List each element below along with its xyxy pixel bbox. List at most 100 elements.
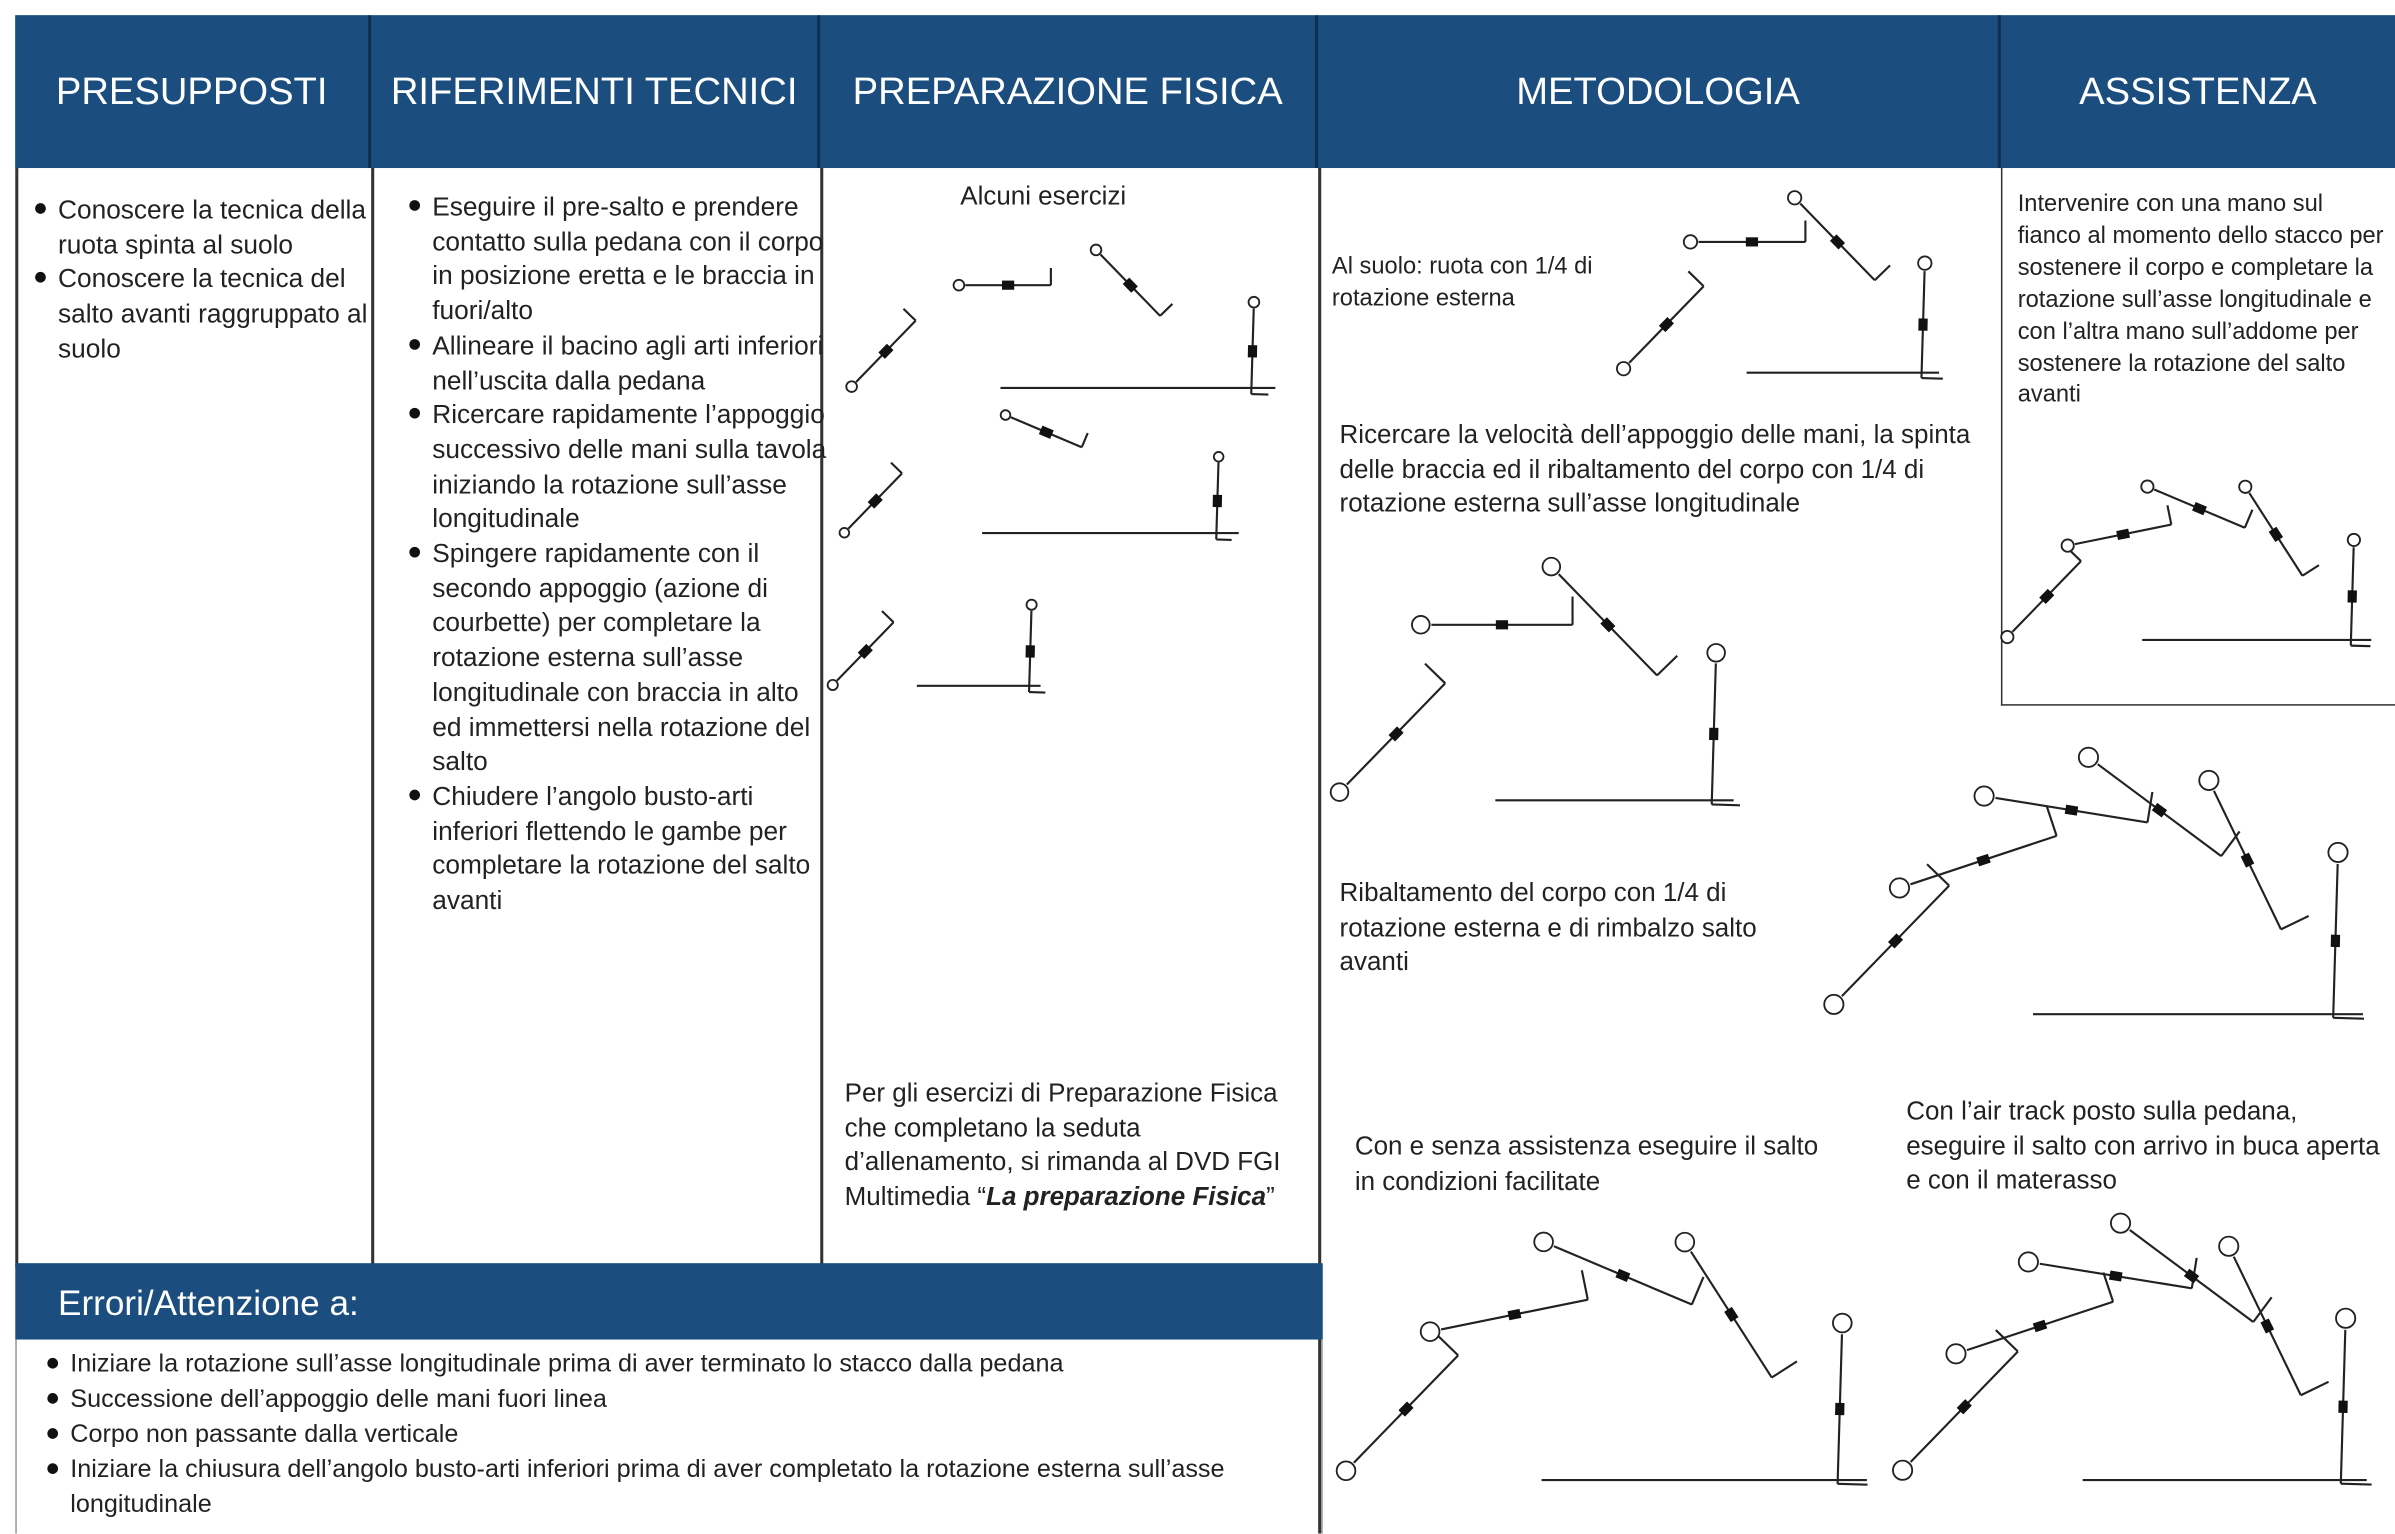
sketch-stroke xyxy=(2269,527,2283,542)
sketch-stroke xyxy=(1893,1461,1912,1480)
sketch-stroke xyxy=(1657,656,1677,676)
header-cell: ASSISTENZA xyxy=(2001,15,2395,168)
sketch-stroke xyxy=(1337,1461,1356,1480)
list-item: Allineare il bacino agli arti inferiori … xyxy=(432,328,832,397)
sketch-stroke xyxy=(2336,1309,2355,1328)
sketch-stroke xyxy=(1824,995,1843,1014)
sketch-stroke xyxy=(1918,318,1927,330)
sketch-stroke xyxy=(2001,631,2013,643)
sketch-stroke xyxy=(1974,786,1993,805)
assist-text: Intervenire con una mano sul fianco al m… xyxy=(2018,189,2385,413)
sketch-stroke xyxy=(2221,831,2239,856)
list-item: Iniziare la rotazione sull’asse longitud… xyxy=(70,1347,1277,1382)
illustration xyxy=(2009,474,2391,650)
illustration xyxy=(1356,558,1753,810)
sketch-stroke xyxy=(1615,1269,1630,1282)
sketch-stroke xyxy=(2147,792,2152,822)
sketch-stroke xyxy=(2219,1237,2238,1256)
sketch-stroke xyxy=(1746,237,1758,246)
sketch-stroke xyxy=(2033,1320,2047,1333)
list-item: Conoscere la tecnica della ruota spinta … xyxy=(58,192,382,261)
sketch-stroke xyxy=(2047,807,2057,836)
illustration xyxy=(845,550,1051,695)
sketch-stroke xyxy=(1248,345,1257,357)
sketch-stroke xyxy=(2302,565,2319,576)
sketch-stroke xyxy=(2260,1318,2274,1333)
header-cell: PRESUPPOSTI xyxy=(15,15,371,168)
sketch-stroke xyxy=(1534,1233,1553,1252)
sketch-stroke xyxy=(1946,1344,1965,1363)
sketch-stroke xyxy=(1543,558,1561,576)
sketch-stroke xyxy=(882,611,894,622)
sketch-stroke xyxy=(903,309,915,321)
list-item: Conoscere la tecnica del salto avanti ra… xyxy=(58,262,382,366)
sketch-stroke xyxy=(2079,748,2098,767)
sketch-stroke xyxy=(2019,1252,2038,1271)
sketch-stroke xyxy=(1617,362,1630,375)
note-text: ” xyxy=(1266,1182,1275,1211)
sketch-stroke xyxy=(1712,804,1740,805)
list-item: Iniziare la chiusura dell’angolo busto-a… xyxy=(70,1453,1277,1523)
divider xyxy=(15,168,17,1268)
sketch-stroke xyxy=(1921,378,1942,379)
sketch-stroke xyxy=(1421,1322,1440,1341)
illustration xyxy=(1917,1214,2391,1489)
sketch-stroke xyxy=(1082,433,1088,447)
list-item: Eseguire il pre-salto e prendere contatt… xyxy=(432,189,832,328)
sketch-stroke xyxy=(1918,256,1931,269)
sketch-stroke xyxy=(2341,1484,2372,1485)
list-item: Spingere rapidamente con il secondo appo… xyxy=(432,536,832,779)
sketch-stroke xyxy=(2351,646,2371,647)
sketch-stroke xyxy=(1684,235,1697,248)
sketch-stroke xyxy=(1582,1270,1588,1299)
sketch-stroke xyxy=(2109,1271,2123,1282)
sketch-stroke xyxy=(1026,645,1035,657)
header-cell: RIFERIMENTI TECNICI xyxy=(371,15,820,168)
sketch-stroke xyxy=(1772,1361,1797,1377)
header-cell: PREPARAZIONE FISICA xyxy=(820,15,1318,168)
sketch-stroke xyxy=(1890,878,1909,897)
errors-title: Errori/Attenzione a: xyxy=(15,1263,1322,1339)
sketch-stroke xyxy=(1707,644,1725,662)
illustration xyxy=(832,405,1260,542)
sketch-stroke xyxy=(2245,510,2253,528)
sketch-stroke xyxy=(1838,1484,1868,1485)
list-item: Corpo non passante dalla verticale xyxy=(70,1417,1277,1452)
sketch-stroke xyxy=(1160,304,1172,316)
sketch-stroke xyxy=(1412,616,1430,634)
caption: Alcuni esercizi xyxy=(820,180,1266,215)
sketch-stroke xyxy=(1788,191,1801,204)
sketch-stroke xyxy=(1833,1314,1852,1333)
sketch-stroke xyxy=(1039,426,1054,439)
errors-list: Iniziare la rotazione sull’asse longitud… xyxy=(43,1347,1277,1523)
sketch-stroke xyxy=(2199,771,2218,790)
header-cell: METODOLOGIA xyxy=(1318,15,2001,168)
sketch-stroke xyxy=(2241,853,2255,868)
sketch-stroke xyxy=(2239,481,2251,493)
list-item: Chiudere l’angolo busto-arti inferiori f… xyxy=(432,779,832,918)
sketch-stroke xyxy=(1425,664,1445,684)
sketch-stroke xyxy=(2111,1214,2130,1233)
sketch-stroke xyxy=(1091,245,1102,256)
sketch-stroke xyxy=(2331,935,2340,947)
sketch-stroke xyxy=(2281,916,2309,929)
sketch-stroke xyxy=(1437,1334,1458,1355)
caption: Con e senza assistenza eseguire il salto… xyxy=(1355,1130,1829,1199)
sketch-stroke xyxy=(1508,1309,1522,1320)
sketch-stroke xyxy=(2348,534,2360,546)
sketch-stroke xyxy=(2301,1382,2329,1395)
list-item: Successione dell’appoggio delle mani fuo… xyxy=(70,1382,1277,1417)
sketch-stroke xyxy=(2116,529,2130,540)
sketch-stroke xyxy=(1692,1277,1704,1305)
note-emphasis: La preparazione Fisica xyxy=(986,1182,1266,1211)
caption: Ribaltamento del corpo con 1/4 di rotazi… xyxy=(1340,877,1829,981)
note: Per gli esercizi di Preparazione Fisica … xyxy=(845,1077,1303,1215)
sketch-stroke xyxy=(1027,600,1037,610)
sketch-stroke xyxy=(2338,1401,2347,1413)
sketch-stroke xyxy=(1331,783,1349,801)
sketch-stroke xyxy=(1002,281,1014,290)
illustration xyxy=(1352,1222,1894,1489)
